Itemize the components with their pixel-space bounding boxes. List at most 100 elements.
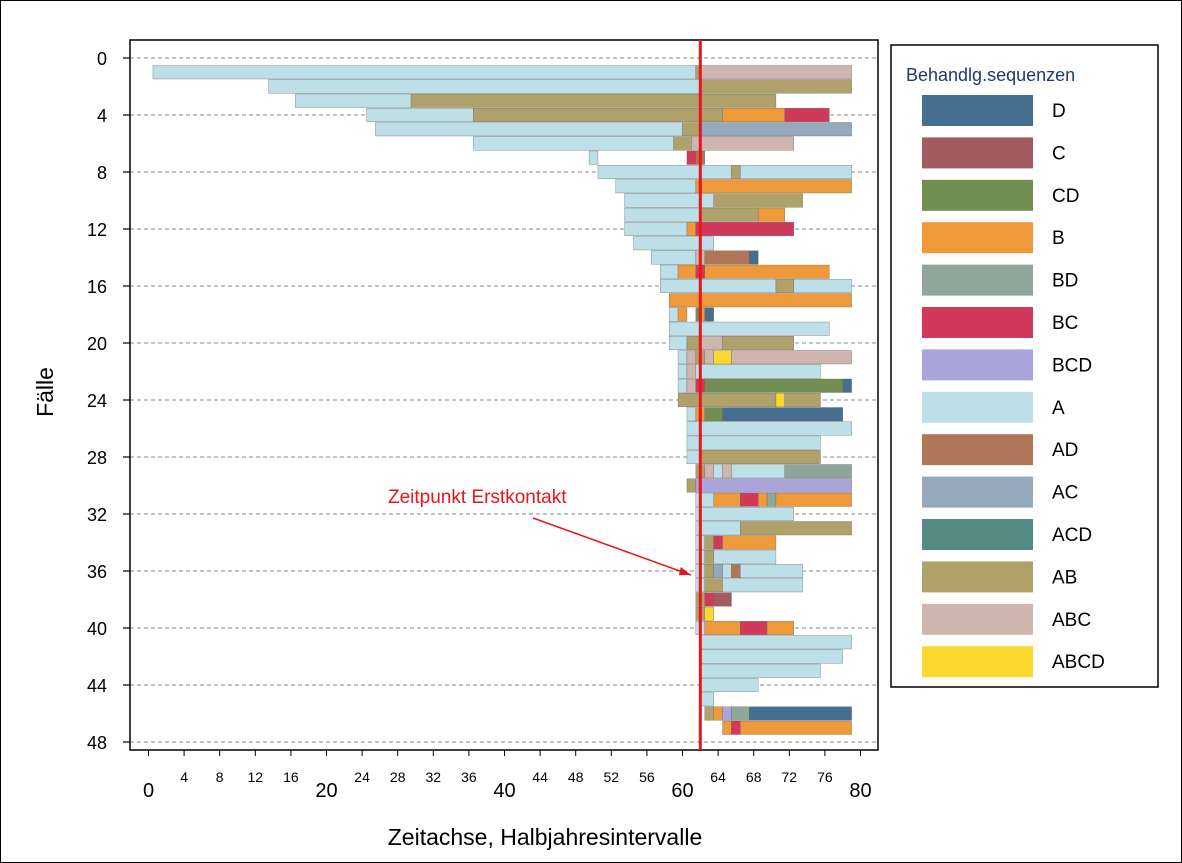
bar-case-29-seg-4 — [731, 464, 786, 479]
bar-case-37-seg-2 — [722, 578, 803, 593]
bar-case-24-seg-2 — [775, 393, 786, 407]
bar-case-16-seg-2 — [775, 279, 794, 293]
y-tick-label-8: 8 — [97, 163, 107, 183]
bar-case-24-seg-3 — [784, 393, 821, 407]
bar-case-20-seg-1 — [686, 336, 701, 350]
bar-case-3-seg-2 — [700, 93, 777, 108]
x-tick-label-80: 80 — [849, 780, 871, 802]
bar-case-15-seg-0 — [660, 264, 679, 279]
bar-case-47-seg-1 — [731, 720, 741, 735]
bar-case-45-seg-0 — [700, 692, 714, 707]
bar-case-21-seg-0 — [677, 350, 688, 365]
legend-label-A: A — [1052, 398, 1065, 419]
bar-case-10-seg-1 — [700, 193, 714, 208]
bar-case-12-seg-0 — [624, 222, 688, 236]
bar-case-18-seg-1 — [677, 307, 688, 322]
bar-case-21-seg-1 — [686, 350, 697, 365]
legend-swatch-AD — [922, 434, 1033, 466]
legend-label-AD: AD — [1052, 440, 1078, 461]
bar-case-8-seg-0 — [597, 165, 701, 179]
bar-case-26-seg-0 — [686, 421, 701, 436]
bar-case-31-seg-0 — [695, 492, 714, 507]
y-tick-label-48: 48 — [87, 733, 107, 753]
y-tick-label-4: 4 — [97, 106, 107, 126]
bar-case-29-seg-1 — [704, 464, 714, 479]
bar-case-23-seg-4 — [842, 378, 852, 393]
x-tick-label-52: 52 — [604, 769, 620, 785]
reference-layer: Zeitpunkt Erstkontakt — [388, 40, 702, 750]
bar-case-36-seg-3 — [722, 564, 732, 578]
bar-case-34-seg-1 — [704, 535, 714, 550]
bar-case-22-seg-1 — [686, 364, 697, 379]
x-tick-label-4: 4 — [180, 769, 188, 785]
x-tick-label-12: 12 — [248, 769, 264, 785]
legend-swatch-ABCD — [922, 646, 1033, 678]
bar-case-29-seg-5 — [784, 464, 852, 479]
legend-label-ACD: ACD — [1052, 525, 1092, 546]
annotation-arrow-line — [532, 517, 692, 576]
bar-case-39-seg-1 — [704, 606, 714, 621]
x-tick-label-68: 68 — [746, 769, 762, 785]
bar-case-4-seg-1 — [473, 108, 701, 122]
bar-case-19-seg-1 — [700, 321, 830, 336]
bar-case-14-seg-3 — [749, 250, 759, 265]
bar-case-8-seg-3 — [740, 165, 852, 179]
bar-case-3-seg-1 — [410, 93, 701, 108]
bar-case-23-seg-1 — [686, 378, 697, 393]
legend-label-BCD: BCD — [1052, 355, 1092, 376]
bar-case-10-seg-0 — [624, 193, 701, 208]
legend-label-CD: CD — [1052, 186, 1079, 207]
y-tick-label-12: 12 — [87, 220, 107, 240]
bars-layer — [152, 65, 852, 735]
legend-label-AB: AB — [1052, 567, 1077, 588]
legend-swatch-D — [922, 95, 1033, 126]
bar-case-23-seg-0 — [677, 378, 688, 393]
bar-case-11-seg-2 — [757, 207, 786, 222]
bar-case-33-seg-0 — [695, 521, 741, 536]
x-tick-label-76: 76 — [817, 769, 833, 785]
annotation-label: Zeitpunkt Erstkontakt — [388, 487, 567, 508]
legend-swatch-A — [922, 391, 1033, 423]
bar-case-22-seg-3 — [700, 364, 821, 379]
x-tick-label-0: 0 — [143, 780, 154, 802]
bar-case-32-seg-0 — [695, 507, 794, 521]
bar-case-36-seg-4 — [731, 564, 741, 578]
x-tick-label-56: 56 — [639, 769, 655, 785]
bar-case-6-seg-1 — [673, 136, 692, 151]
bar-case-47-seg-0 — [722, 720, 732, 735]
bar-case-1-seg-0 — [152, 65, 697, 80]
bar-case-6-seg-3 — [700, 136, 794, 151]
bar-case-7-seg-1 — [686, 150, 697, 165]
y-tick-label-0: 0 — [97, 49, 107, 69]
bar-case-2-seg-1 — [700, 79, 852, 94]
bar-case-12-seg-1 — [686, 222, 697, 236]
bar-case-9-seg-0 — [615, 179, 697, 194]
y-tick-label-44: 44 — [87, 676, 107, 696]
x-tick-label-60: 60 — [671, 780, 693, 802]
legend-label-C: C — [1052, 143, 1066, 164]
bar-case-17-seg-0 — [668, 293, 852, 308]
bar-case-35-seg-2 — [713, 549, 777, 564]
x-tick-label-32: 32 — [426, 769, 442, 785]
x-axis-label: Zeitachse, Halbjahresintervalle — [388, 824, 703, 850]
bar-case-13-seg-0 — [633, 236, 701, 251]
x-tick-label-72: 72 — [782, 769, 798, 785]
y-tick-label-20: 20 — [87, 334, 107, 354]
bar-case-14-seg-2 — [704, 250, 750, 265]
legend-swatch-ABC — [922, 603, 1033, 635]
x-tick-label-8: 8 — [216, 769, 224, 785]
bar-case-21-seg-4 — [713, 350, 732, 365]
bar-case-46-seg-2 — [722, 706, 732, 721]
bar-case-4-seg-0 — [366, 108, 474, 122]
bar-case-9-seg-1 — [695, 179, 852, 194]
legend-label-AC: AC — [1052, 483, 1078, 504]
x-tick-label-28: 28 — [390, 769, 406, 785]
bar-case-27-seg-1 — [700, 435, 821, 450]
bar-case-18-seg-0 — [668, 307, 679, 322]
bar-case-38-seg-1 — [704, 592, 714, 607]
legend-swatch-CD — [922, 179, 1033, 211]
bar-case-31-seg-4 — [766, 492, 777, 507]
x-tick-label-16: 16 — [283, 769, 299, 785]
legend-swatch-BCD — [922, 349, 1033, 381]
